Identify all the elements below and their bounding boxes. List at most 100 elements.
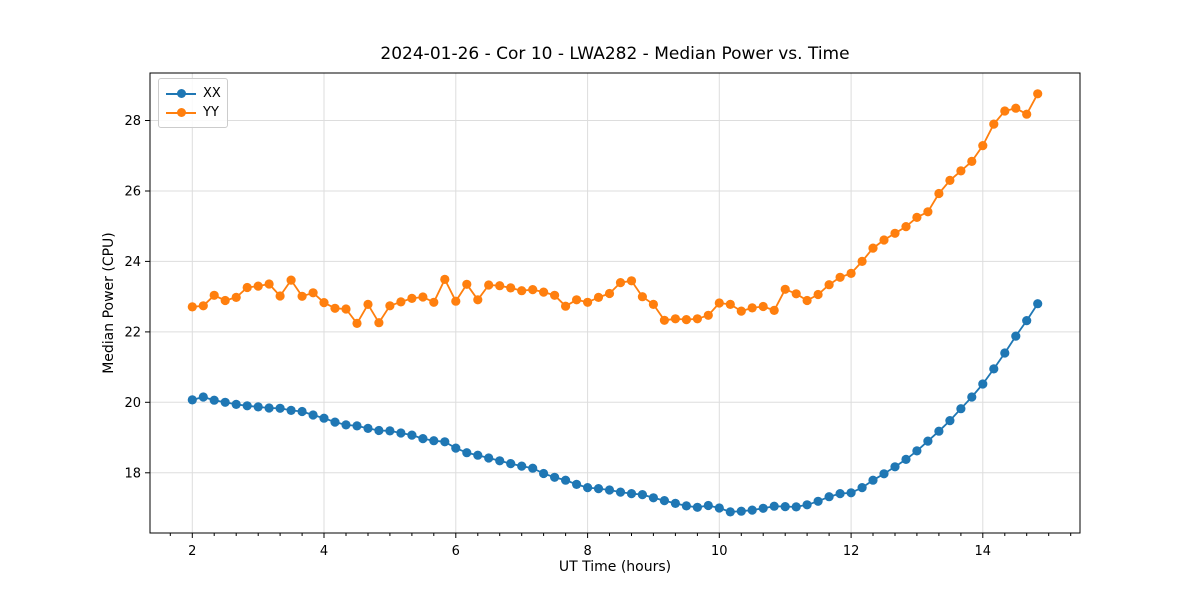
- data-point-XX: [418, 434, 428, 444]
- data-point-YY: [275, 291, 285, 301]
- data-point-YY: [791, 289, 801, 299]
- series-line-XX: [191, 302, 1039, 513]
- data-point-XX: [242, 401, 252, 411]
- data-point-YY: [780, 284, 790, 294]
- data-point-YY: [835, 272, 845, 282]
- data-point-XX: [901, 454, 911, 464]
- data-point-YY: [583, 297, 593, 307]
- data-point-YY: [396, 297, 406, 307]
- data-point-YY: [703, 310, 713, 320]
- data-point-YY: [187, 302, 197, 312]
- data-point-YY: [451, 296, 461, 306]
- data-point-YY: [1000, 106, 1010, 116]
- ticks: [145, 120, 1072, 538]
- data-point-YY: [956, 166, 966, 176]
- data-point-XX: [374, 425, 384, 436]
- y-tick-label: 22: [124, 325, 141, 340]
- legend-label-YY: YY: [203, 105, 219, 120]
- data-point-XX: [648, 493, 659, 503]
- data-point-YY: [681, 315, 692, 325]
- data-point-XX: [626, 489, 637, 499]
- data-point-YY: [967, 156, 977, 166]
- data-point-XX: [550, 472, 560, 482]
- x-tick-label: 10: [711, 544, 728, 559]
- data-point-XX: [308, 410, 318, 420]
- data-point-YY: [615, 278, 626, 288]
- data-point-XX: [868, 475, 878, 485]
- data-point-XX: [604, 485, 615, 495]
- data-point-XX: [791, 502, 801, 512]
- series-line-YY: [191, 92, 1039, 325]
- data-point-XX: [1000, 348, 1010, 358]
- data-point-YY: [758, 301, 768, 312]
- data-point-XX: [890, 462, 900, 472]
- data-point-XX: [945, 416, 955, 426]
- data-point-XX: [297, 406, 307, 417]
- data-point-XX: [670, 498, 681, 508]
- data-point-YY: [572, 295, 582, 305]
- data-point-YY: [231, 292, 241, 302]
- data-point-XX: [835, 489, 845, 499]
- data-point-YY: [440, 274, 450, 284]
- data-point-XX: [440, 437, 450, 447]
- data-point-YY: [495, 281, 505, 291]
- chart-title: 2024-01-26 - Cor 10 - LWA282 - Median Po…: [380, 44, 850, 64]
- data-point-YY: [429, 297, 439, 307]
- data-point-XX: [231, 399, 241, 409]
- data-point-XX: [484, 453, 494, 463]
- data-point-XX: [1011, 331, 1021, 341]
- data-point-XX: [517, 461, 527, 471]
- gridlines: [150, 73, 1080, 533]
- data-point-YY: [659, 315, 670, 325]
- data-point-YY: [352, 318, 362, 328]
- legend-label-XX: XX: [203, 86, 221, 101]
- data-point-YY: [341, 304, 351, 314]
- legend-entry-XX: XX: [166, 84, 221, 103]
- data-point-YY: [1033, 89, 1043, 99]
- data-point-YY: [813, 289, 823, 300]
- data-point-XX: [956, 404, 966, 414]
- data-point-YY: [550, 290, 560, 300]
- data-point-YY: [725, 299, 735, 309]
- data-point-XX: [583, 483, 593, 493]
- data-point-YY: [802, 295, 812, 306]
- data-point-YY: [253, 281, 263, 291]
- legend-marker-icon: [166, 89, 196, 98]
- data-point-YY: [1011, 103, 1021, 113]
- data-point-XX: [934, 426, 944, 436]
- data-point-YY: [220, 295, 230, 306]
- data-point-YY: [418, 292, 428, 302]
- data-point-XX: [846, 488, 856, 498]
- data-point-XX: [725, 507, 735, 517]
- data-point-YY: [561, 301, 571, 311]
- y-tick-label: 18: [124, 466, 141, 481]
- data-point-XX: [539, 468, 549, 479]
- data-point-XX: [923, 436, 933, 446]
- y-axis-label: Median Power (CPU): [101, 232, 117, 374]
- data-point-XX: [385, 426, 395, 436]
- data-point-YY: [484, 280, 494, 290]
- data-point-YY: [945, 175, 955, 185]
- data-point-YY: [868, 243, 878, 253]
- data-point-XX: [1033, 299, 1043, 309]
- data-point-XX: [198, 392, 208, 402]
- data-point-XX: [352, 421, 362, 431]
- data-point-YY: [209, 290, 219, 300]
- x-tick-label: 8: [583, 544, 591, 559]
- data-point-YY: [385, 301, 395, 311]
- data-point-YY: [198, 301, 208, 311]
- data-point-YY: [648, 299, 659, 309]
- data-point-YY: [319, 298, 329, 308]
- data-point-YY: [528, 285, 538, 295]
- data-point-YY: [901, 222, 911, 232]
- data-point-XX: [747, 505, 757, 515]
- data-point-YY: [670, 314, 681, 324]
- data-point-XX: [561, 475, 571, 485]
- data-point-YY: [824, 280, 834, 290]
- data-point-XX: [615, 487, 626, 497]
- data-point-XX: [429, 436, 439, 446]
- data-point-XX: [692, 502, 703, 512]
- data-point-XX: [319, 413, 329, 423]
